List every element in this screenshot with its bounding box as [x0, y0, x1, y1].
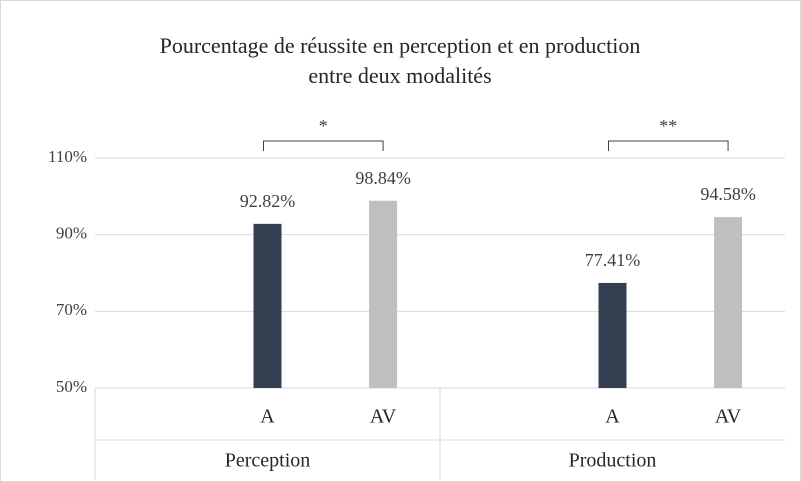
significance-bracket	[608, 140, 729, 151]
value-label: 77.41%	[585, 250, 641, 270]
significance-label: **	[659, 116, 677, 136]
group-label: Perception	[225, 450, 311, 472]
y-tick-label: 110%	[48, 147, 87, 166]
significance-bracket	[263, 140, 384, 151]
bar	[598, 282, 627, 388]
chart-title: Pourcentage de réussite en perception et…	[160, 33, 641, 58]
y-tick-label: 50%	[56, 377, 87, 396]
significance-label: *	[319, 116, 328, 136]
x-tick-label: A	[605, 406, 620, 428]
value-label: 98.84%	[355, 168, 411, 188]
value-label: 94.58%	[700, 184, 756, 204]
group-label: Production	[569, 450, 657, 472]
value-label: 92.82%	[240, 191, 296, 211]
bar	[253, 223, 282, 388]
x-tick-label: AV	[715, 406, 742, 428]
y-tick-label: 90%	[56, 224, 87, 243]
y-tick-label: 70%	[56, 300, 87, 319]
x-tick-label: AV	[370, 406, 397, 428]
bar	[714, 217, 743, 388]
bar	[369, 200, 398, 388]
x-tick-label: A	[260, 406, 275, 428]
chart-title: entre deux modalités	[308, 63, 491, 88]
